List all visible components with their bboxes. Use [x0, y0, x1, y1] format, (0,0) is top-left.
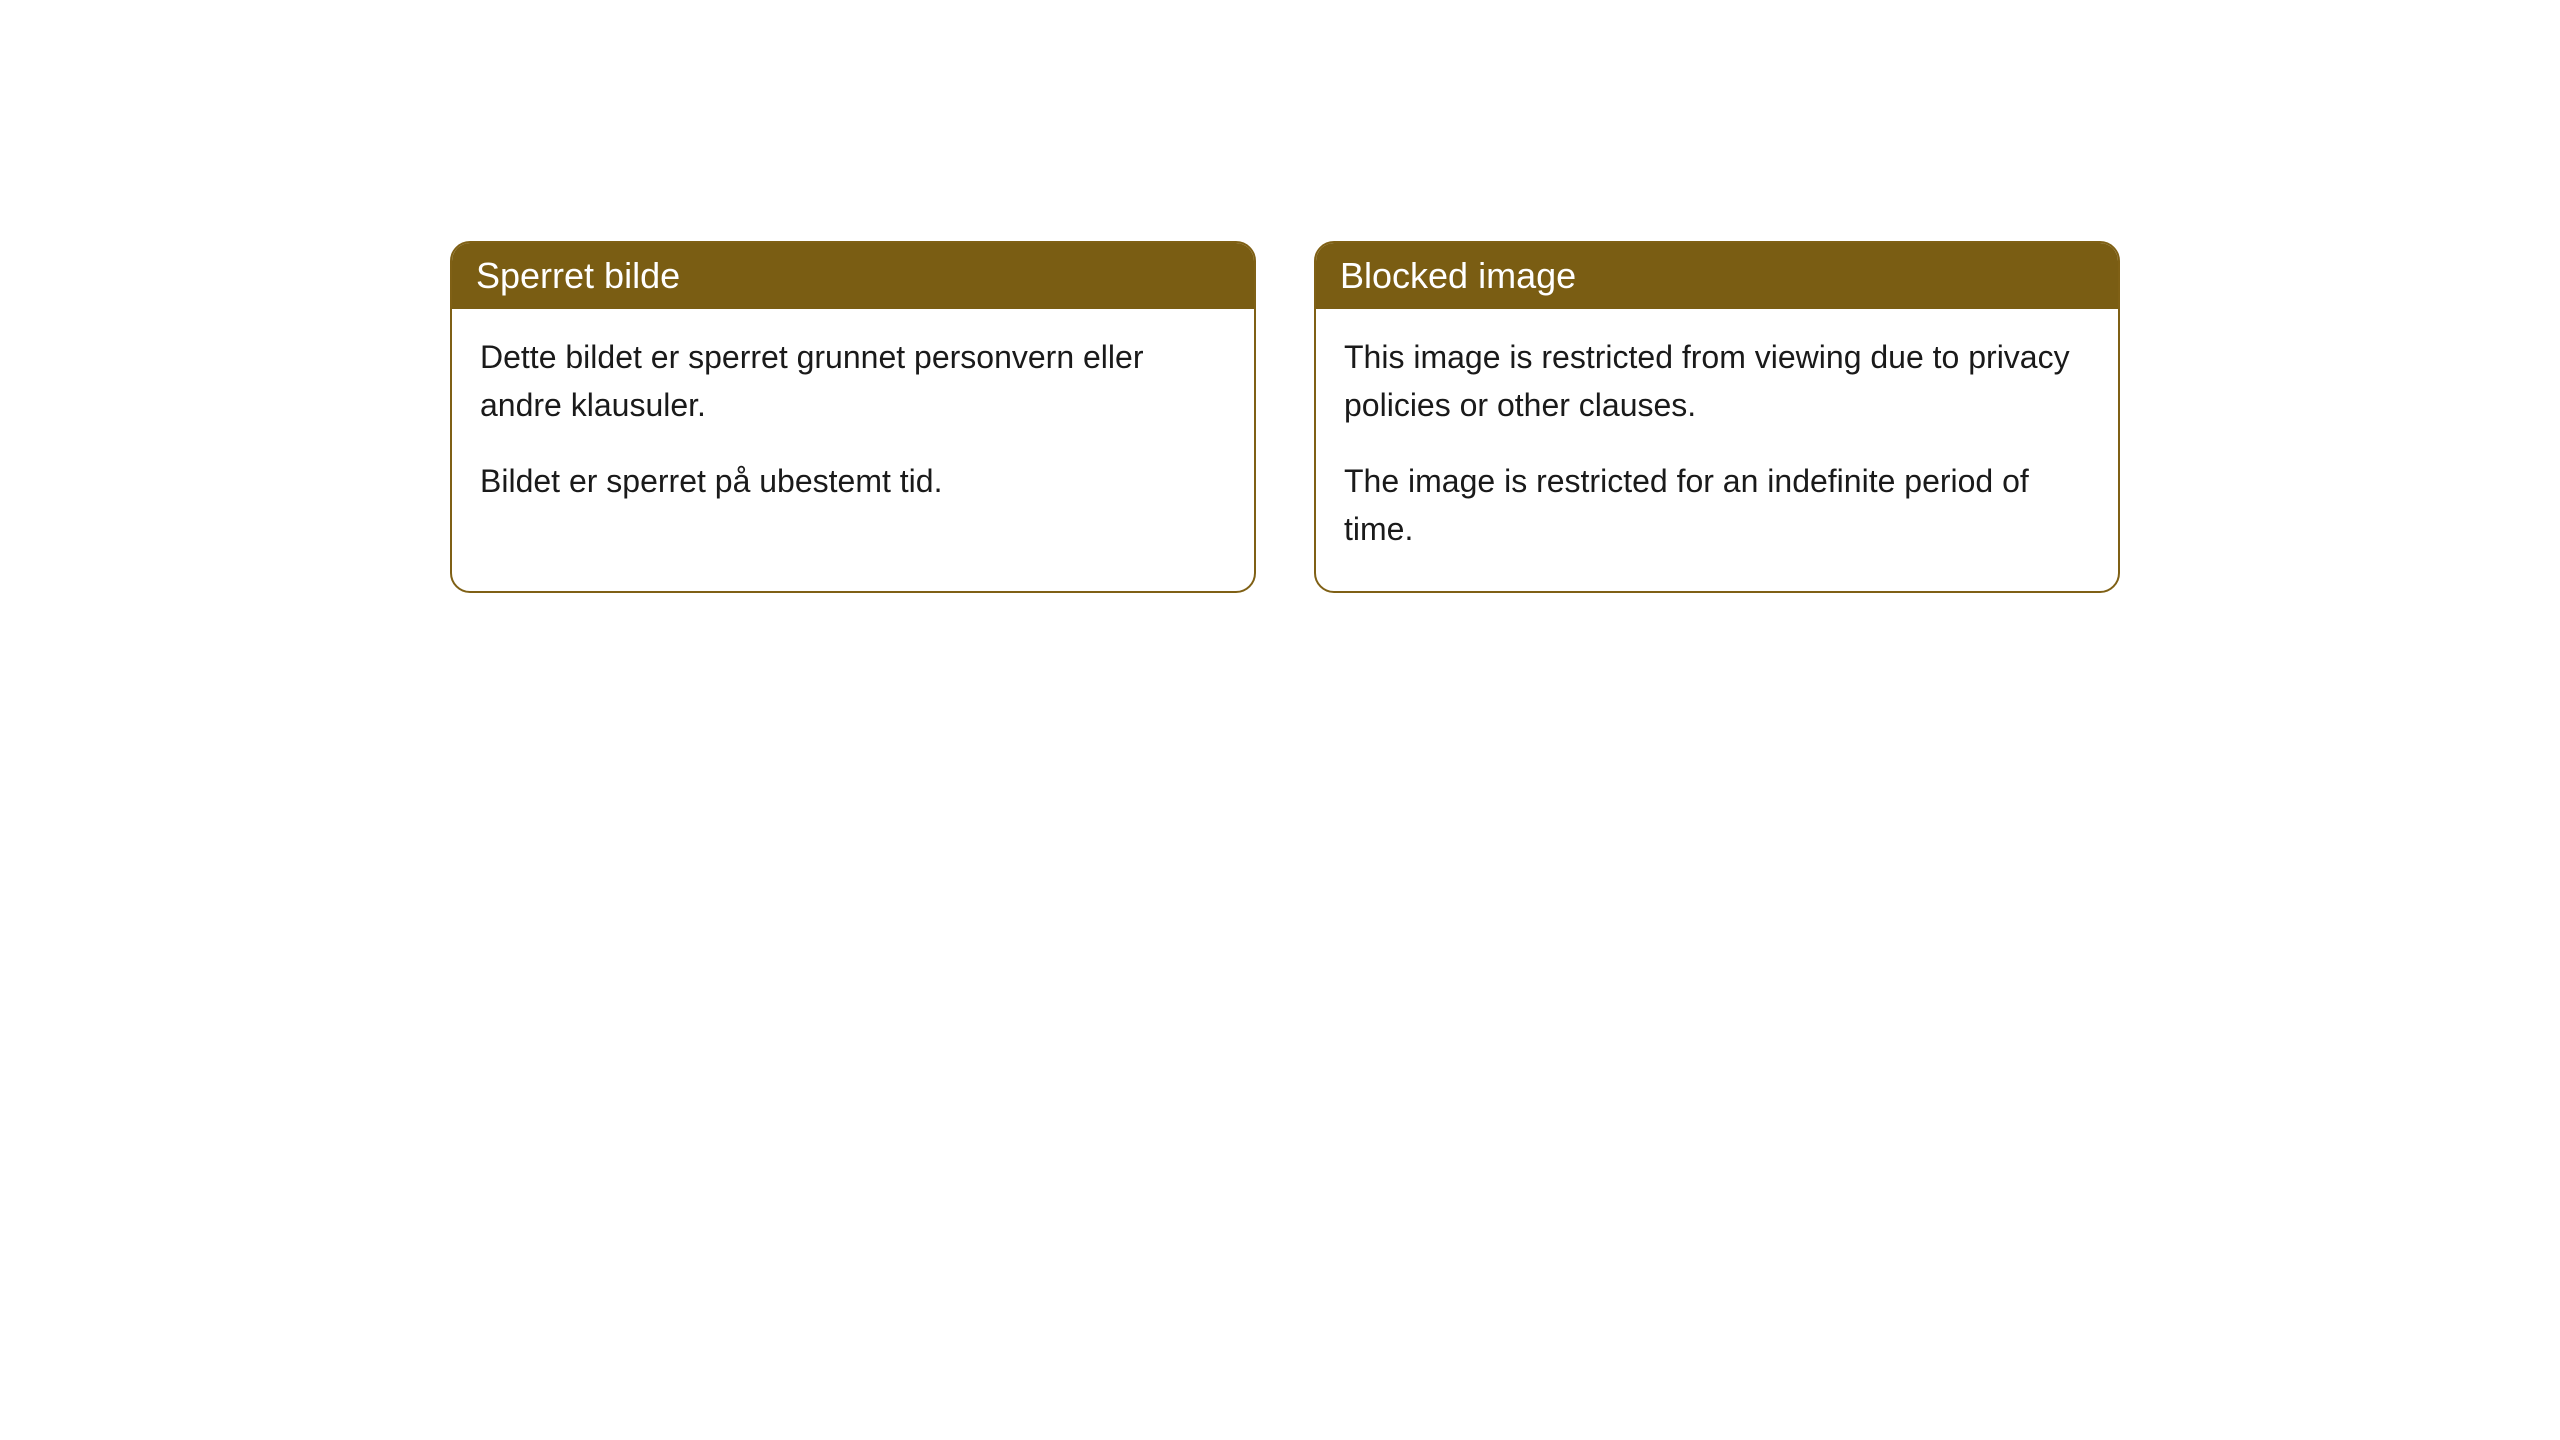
card-title: Sperret bilde	[476, 255, 680, 296]
card-body: This image is restricted from viewing du…	[1316, 309, 2118, 591]
card-paragraph: This image is restricted from viewing du…	[1344, 333, 2090, 429]
card-paragraph: Bildet er sperret på ubestemt tid.	[480, 457, 1226, 505]
card-title: Blocked image	[1340, 255, 1576, 296]
card-paragraph: Dette bildet er sperret grunnet personve…	[480, 333, 1226, 429]
card-header: Sperret bilde	[452, 243, 1254, 309]
blocked-image-card-norwegian: Sperret bilde Dette bildet er sperret gr…	[450, 241, 1256, 593]
card-body: Dette bildet er sperret grunnet personve…	[452, 309, 1254, 543]
card-header: Blocked image	[1316, 243, 2118, 309]
notice-cards-container: Sperret bilde Dette bildet er sperret gr…	[450, 241, 2120, 593]
blocked-image-card-english: Blocked image This image is restricted f…	[1314, 241, 2120, 593]
card-paragraph: The image is restricted for an indefinit…	[1344, 457, 2090, 553]
